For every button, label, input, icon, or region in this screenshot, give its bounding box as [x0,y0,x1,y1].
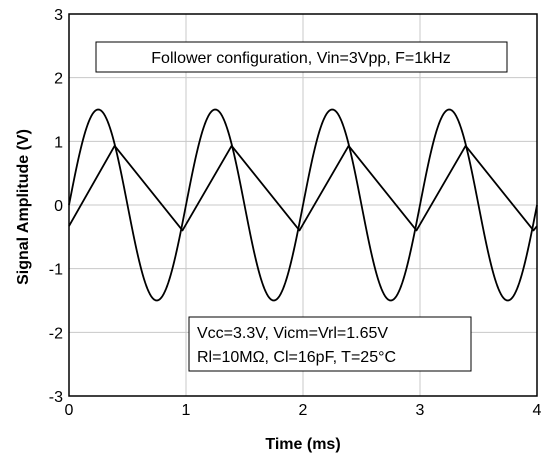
x-tick-label-1: 1 [182,402,191,419]
series-line-sine [68,108,538,302]
y-tick-label-3: 0 [54,198,63,215]
y-tick-label-4: 1 [54,134,63,151]
annotation-conditions-box: Vcc=3.3V, Vicm=Vrl=1.65V Rl=10MΩ, Cl=16p… [188,316,472,372]
x-tick-label-3: 3 [416,402,425,419]
annotation-config-box: Follower configuration, Vin=3Vpp, F=1kHz [95,41,508,73]
series-layer [68,108,538,302]
y-tick-label-6: 3 [54,7,63,24]
y-tick-label-0: -3 [49,389,63,406]
annotation-cond2: Rl=10MΩ, Cl=16pF, T=25°C [197,349,396,366]
annotation-config: Follower configuration, Vin=3Vpp, F=1kHz [151,50,450,67]
annotation-cond1: Vcc=3.3V, Vicm=Vrl=1.65V [197,325,388,342]
x-tick-label-4: 4 [533,402,542,419]
y-axis-title: Signal Amplitude (V) [15,129,32,285]
y-tick-label-1: -2 [49,325,63,342]
x-axis-title: Time (ms) [265,436,340,453]
tick-labels: 0 1 2 3 4 -3 -2 -1 0 1 2 3 [49,7,542,419]
y-tick-label-5: 2 [54,71,63,88]
x-tick-label-0: 0 [65,402,74,419]
plot-frame [68,13,538,397]
y-tick-label-2: -1 [49,262,63,279]
x-tick-label-2: 2 [299,402,308,419]
series-line-triangle [68,144,538,232]
